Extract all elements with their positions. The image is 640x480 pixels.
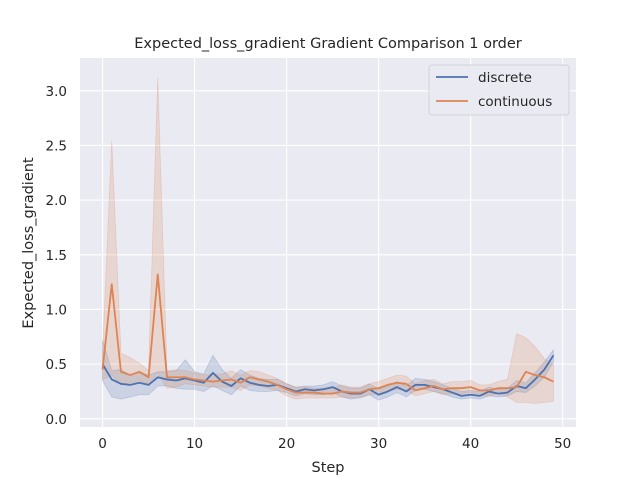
x-tick-label: 20 [278, 436, 295, 452]
y-tick-label: 3.0 [46, 84, 67, 100]
y-tick-label: 2.0 [46, 193, 67, 209]
line-continuous [101, 273, 554, 395]
y-axis-label: Expected_loss_gradient [21, 157, 37, 329]
y-tick-label: 2.5 [46, 138, 67, 154]
x-tick-label: 40 [462, 436, 479, 452]
band-discrete [102, 339, 554, 401]
chart-title: Expected_loss_gradient Gradient Comparis… [134, 36, 522, 52]
x-axis-label: Step [311, 460, 344, 476]
x-tick-labels: 0 10 20 30 40 50 [98, 436, 571, 452]
plot-area [80, 58, 576, 427]
x-tick-label: 0 [98, 436, 107, 452]
grid-lines [80, 58, 576, 427]
y-tick-label: 1.5 [46, 248, 67, 264]
x-tick-label: 10 [186, 436, 203, 452]
x-tick-label: 30 [370, 436, 387, 452]
y-tick-label: 0.0 [46, 412, 67, 428]
x-tick-label: 50 [554, 436, 571, 452]
y-tick-label: 1.0 [46, 302, 67, 318]
series-lines [101, 273, 555, 397]
legend-label-discrete: discrete [478, 70, 532, 86]
legend: discrete continuous [428, 64, 570, 116]
y-tick-label: 0.5 [46, 357, 67, 373]
line-discrete [101, 354, 555, 397]
confidence-bands [102, 77, 554, 404]
band-continuous [102, 77, 554, 404]
y-tick-labels: 0.0 0.5 1.0 1.5 2.0 2.5 3.0 [46, 84, 67, 428]
legend-label-continuous: continuous [478, 94, 552, 110]
